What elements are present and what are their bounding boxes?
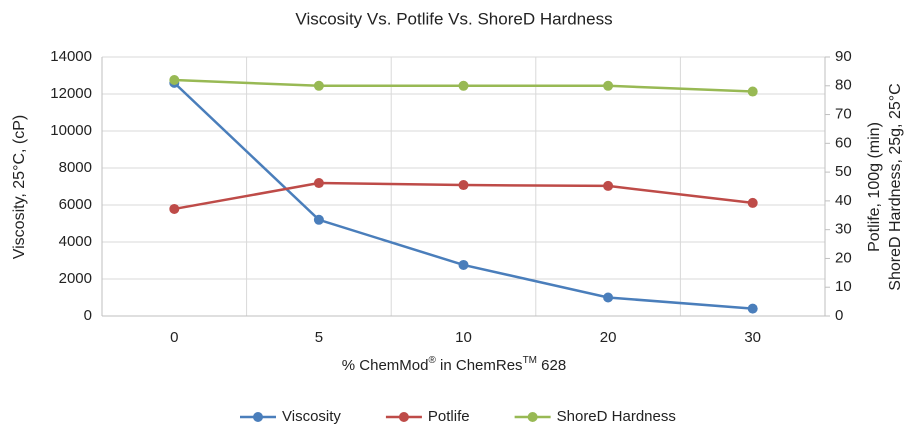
data-point [458,180,469,191]
data-point [458,259,469,270]
x-label-part: 628 [537,357,566,374]
y-tick-label: 0 [84,307,92,324]
legend-label: Viscosity [282,408,341,425]
x-tick-label: 0 [170,329,178,346]
y-tick-label: 10000 [50,122,92,139]
data-point [747,303,758,314]
data-point [603,180,614,191]
chart-title: Viscosity Vs. Potlife Vs. ShoreD Hardnes… [295,9,612,28]
data-point [169,203,180,214]
x-label-sup: TM [523,355,537,366]
y-tick-label: 8000 [59,159,92,176]
data-point [458,80,469,91]
data-point [747,86,758,97]
x-label-part: % ChemMod [342,357,429,374]
y2-tick-label: 30 [835,221,852,238]
y2-tick-label: 80 [835,77,852,94]
y2-tick-label: 10 [835,278,852,295]
x-tick-label: 10 [455,329,472,346]
data-point [169,75,180,86]
legend-label: ShoreD Hardness [557,408,676,425]
legend-label: Potlife [428,408,470,425]
data-point [747,197,758,208]
y-tick-label: 14000 [50,48,92,65]
y2-tick-label: 20 [835,249,852,266]
x-tick-label: 20 [600,329,617,346]
legend-marker [527,412,538,422]
legend-marker [253,412,263,422]
x-tick-label: 30 [744,329,761,346]
y-tick-label: 4000 [59,233,92,250]
x-tick-label: 5 [315,329,323,346]
x-axis-label: % ChemMod® in ChemResTM 628 [342,355,566,374]
data-point [603,292,614,303]
y-tick-label: 2000 [59,270,92,287]
y2-tick-label: 40 [835,192,852,209]
x-label-part: in ChemRes [436,357,523,374]
data-point [603,80,614,91]
y2-tick-label: 60 [835,134,852,151]
y2-axis-label: ShoreD Hardness, 25g, 25°C [887,83,904,290]
series-line [173,81,753,310]
data-point [313,80,324,91]
y2-tick-label: 90 [835,48,852,65]
y2-axis-label: Potlife, 100g (min) [866,122,883,252]
y-tick-label: 12000 [50,85,92,102]
y2-tick-label: 0 [835,307,843,324]
y-tick-label: 6000 [59,196,92,213]
y-axis-label: Viscosity, 25°C, (cP) [11,115,28,260]
data-point [313,178,324,189]
x-label-sup: ® [428,355,436,366]
y2-tick-label: 70 [835,106,852,123]
legend-marker [398,412,409,422]
data-point [313,214,324,225]
y2-tick-label: 50 [835,163,852,180]
